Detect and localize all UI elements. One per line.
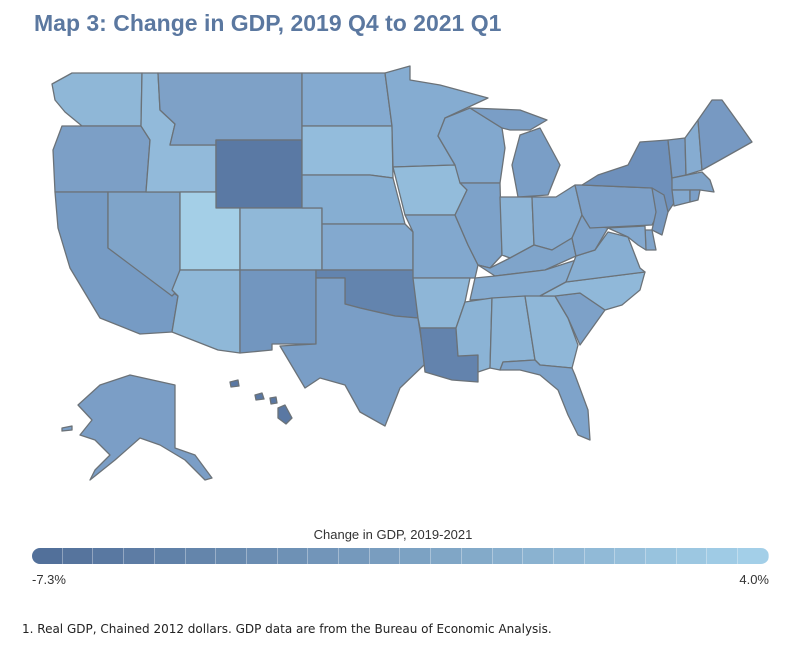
state-HI[interactable] <box>229 379 293 425</box>
state-FL[interactable] <box>499 359 591 441</box>
legend-swatch <box>553 548 585 564</box>
legend-swatch <box>676 548 708 564</box>
state-MI[interactable] <box>469 107 561 198</box>
legend-swatch <box>400 548 432 564</box>
state-RI[interactable] <box>689 189 701 203</box>
state-IA[interactable] <box>392 164 468 216</box>
state-WY[interactable] <box>215 139 303 209</box>
legend-swatch <box>32 548 63 564</box>
state-NC[interactable] <box>539 271 646 311</box>
legend-swatch <box>216 548 247 564</box>
legend-swatch <box>277 548 309 564</box>
legend-swatch <box>246 548 278 564</box>
legend-title: Change in GDP, 2019-2021 <box>313 527 473 542</box>
state-MD[interactable] <box>607 225 647 251</box>
state-WI[interactable] <box>437 107 506 184</box>
legend-swatch <box>615 548 647 564</box>
legend-max-label: 4.0% <box>739 572 769 587</box>
state-WA[interactable] <box>51 72 143 127</box>
legend-swatch <box>431 548 462 564</box>
footnote: 1. Real GDP, Chained 2012 dollars. GDP d… <box>22 622 552 636</box>
legend-swatch <box>154 548 186 564</box>
state-AK-island <box>61 425 73 432</box>
state-DE[interactable] <box>644 229 657 251</box>
legend-swatch <box>492 548 524 564</box>
us-choropleth-map <box>51 65 753 481</box>
state-ND[interactable] <box>301 72 393 127</box>
legend-min-label: -7.3% <box>32 572 66 587</box>
state-NJ[interactable] <box>651 187 669 236</box>
legend-swatch <box>339 548 370 564</box>
legend-swatch <box>738 548 769 564</box>
legend-swatch <box>124 548 155 564</box>
state-NM[interactable] <box>239 269 317 354</box>
legend-color-scale <box>32 548 769 564</box>
state-AZ[interactable] <box>171 269 241 354</box>
legend-swatch <box>646 548 677 564</box>
legend-swatch <box>185 548 217 564</box>
legend-swatch <box>584 548 616 564</box>
state-PA[interactable] <box>574 184 661 229</box>
legend-swatch <box>93 548 125 564</box>
legend-swatch <box>523 548 554 564</box>
legend-swatch <box>62 548 94 564</box>
legend-swatch <box>707 548 739 564</box>
legend-swatch <box>308 548 340 564</box>
state-ME[interactable] <box>697 99 753 171</box>
state-OR[interactable] <box>52 125 151 193</box>
state-CT[interactable] <box>671 189 691 207</box>
state-KS[interactable] <box>321 223 414 271</box>
state-MT[interactable] <box>157 72 303 146</box>
legend-swatch <box>369 548 401 564</box>
state-SD[interactable] <box>301 125 394 179</box>
map-title: Map 3: Change in GDP, 2019 Q4 to 2021 Q1 <box>34 10 502 36</box>
legend-swatch <box>461 548 493 564</box>
state-AK[interactable] <box>77 374 213 481</box>
state-CO[interactable] <box>239 207 323 271</box>
state-TX[interactable] <box>279 277 426 427</box>
